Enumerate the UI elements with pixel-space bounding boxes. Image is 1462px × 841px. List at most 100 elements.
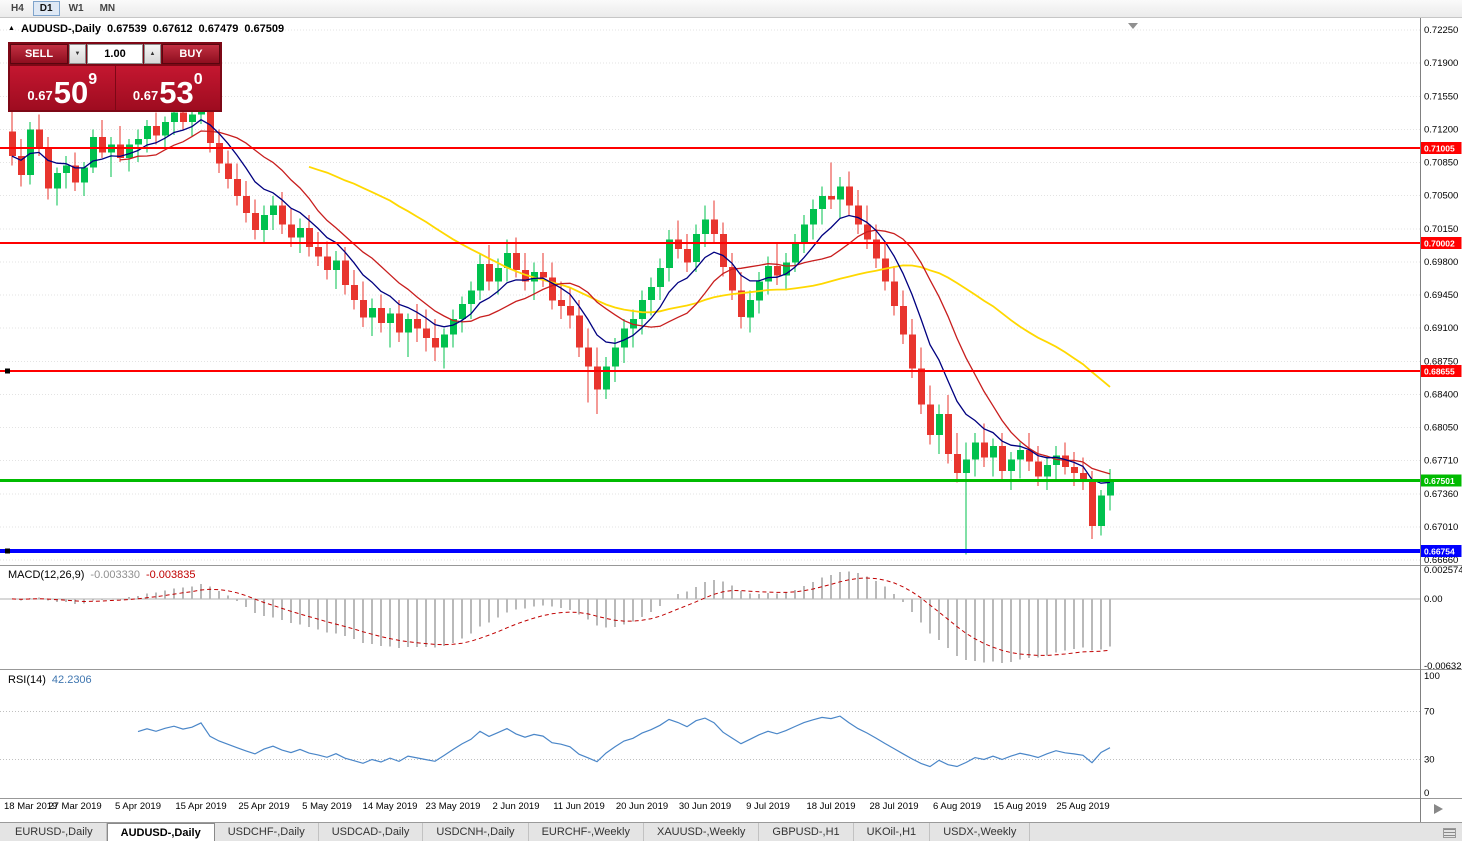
line-handle[interactable]	[5, 548, 10, 554]
svg-text:18 Jul 2019: 18 Jul 2019	[806, 801, 855, 812]
svg-text:0.72250: 0.72250	[1424, 25, 1458, 36]
candle	[990, 438, 997, 477]
sell-price-display[interactable]: 0.67 50 9	[10, 66, 115, 110]
chart-tab-eurusd[interactable]: EURUSD-,Daily	[2, 823, 107, 841]
candle	[522, 252, 529, 291]
svg-text:15 Aug 2019: 15 Aug 2019	[993, 801, 1046, 812]
candle	[99, 120, 106, 158]
candle	[216, 129, 223, 174]
chart-tab-xauusd[interactable]: XAUUSD-,Weekly	[643, 823, 760, 841]
ma-line-sma13	[119, 130, 1111, 475]
rsi-name: RSI(14)	[8, 674, 46, 686]
svg-text:2 Jun 2019: 2 Jun 2019	[492, 801, 539, 812]
svg-text:0.67501: 0.67501	[1424, 476, 1455, 486]
candle	[423, 309, 430, 352]
candle	[801, 214, 808, 253]
svg-text:0.67360: 0.67360	[1424, 489, 1458, 500]
chart-tab-usdcad[interactable]: USDCAD-,Daily	[318, 823, 424, 841]
candle	[810, 199, 817, 240]
svg-text:14 May 2019: 14 May 2019	[363, 801, 418, 812]
buy-price-big: 53	[159, 74, 194, 110]
candle	[936, 404, 943, 454]
chart-window: 0.72250 0.71900 0.71550 0.71200 0.70850 0.705…	[0, 18, 1462, 822]
candle	[414, 304, 421, 342]
chart-collapse-icon[interactable]: ▲	[8, 24, 15, 32]
svg-text:0.71005: 0.71005	[1424, 144, 1455, 154]
svg-text:100: 100	[1424, 671, 1440, 682]
svg-text:0.002574: 0.002574	[1424, 565, 1462, 576]
candle	[981, 423, 988, 468]
candle	[603, 357, 610, 399]
candle	[1098, 489, 1105, 536]
candle	[819, 186, 826, 225]
candle	[837, 177, 844, 219]
svg-text:5 Apr 2019: 5 Apr 2019	[115, 801, 161, 812]
svg-text:28 Jul 2019: 28 Jul 2019	[869, 801, 918, 812]
volume-input[interactable]	[87, 44, 143, 64]
candle	[954, 433, 961, 483]
svg-text:0.00: 0.00	[1424, 594, 1443, 605]
chart-tab-audusd[interactable]: AUDUSD-,Daily	[106, 823, 215, 841]
ma-line-ema8	[11, 118, 1111, 484]
svg-text:0.69450: 0.69450	[1424, 290, 1458, 301]
chart-tab-eurchf[interactable]: EURCHF-,Weekly	[528, 823, 644, 841]
line-handle[interactable]	[5, 368, 10, 374]
svg-text:6 Aug 2019: 6 Aug 2019	[933, 801, 981, 812]
rsi-label: RSI(14) 42.2306	[8, 674, 92, 686]
horizontal-levels: 0.71005 0.70002 0.68655 0.67501 0.66754	[0, 142, 1462, 558]
candle	[945, 395, 952, 464]
scroll-to-end-icon[interactable]	[1434, 804, 1443, 814]
candle	[18, 139, 25, 187]
candle	[72, 152, 79, 192]
timeframe-button-mn[interactable]: MN	[93, 1, 123, 16]
timeframe-button-w1[interactable]: W1	[62, 1, 91, 16]
buy-price-display[interactable]: 0.67 53 0	[115, 66, 220, 110]
sell-price-prefix: 0.67	[27, 88, 53, 103]
chart-shift-icon[interactable]	[1128, 23, 1138, 29]
candle	[621, 319, 628, 363]
chart-tab-ukoil[interactable]: UKOil-,H1	[853, 823, 931, 841]
chart-tab-usdchf[interactable]: USDCHF-,Daily	[214, 823, 319, 841]
price-tag	[1420, 142, 1462, 155]
volume-decrease-button[interactable]: ▼	[69, 44, 86, 64]
chart-tab-gbpusd[interactable]: GBPUSD-,H1	[759, 823, 854, 841]
candle	[612, 338, 619, 382]
timeframe-button-d1[interactable]: D1	[32, 1, 60, 16]
sell-button[interactable]: SELL	[10, 44, 68, 64]
chart-tab-usdcnh[interactable]: USDCNH-,Daily	[423, 823, 529, 841]
candle	[648, 277, 655, 316]
svg-text:0.67010: 0.67010	[1424, 522, 1458, 533]
candle	[855, 190, 862, 234]
chart-tab-usdx[interactable]: USDX-,Weekly	[930, 823, 1031, 841]
candle	[234, 163, 241, 206]
candle	[1062, 442, 1069, 475]
candle	[297, 218, 304, 253]
volume-increase-button[interactable]: ▲	[144, 44, 161, 64]
price-chart-canvas[interactable]: 0.72250 0.71900 0.71550 0.71200 0.70850 0.705…	[0, 18, 1462, 822]
candle	[288, 209, 295, 248]
candle	[540, 252, 547, 287]
candle	[441, 328, 448, 369]
macd-scale: 0.002574 0.00 -0.006326	[1424, 565, 1462, 672]
candle	[459, 296, 466, 333]
candle	[1044, 455, 1051, 490]
svg-text:0.70002: 0.70002	[1424, 239, 1455, 249]
svg-text:30 Jun 2019: 30 Jun 2019	[679, 801, 731, 812]
ohlc-open: 0.67539	[107, 23, 147, 35]
candle	[315, 231, 322, 267]
price-grid: 0.72250 0.71900 0.71550 0.71200 0.70850 0.705…	[0, 25, 1458, 566]
buy-button[interactable]: BUY	[162, 44, 220, 64]
timeframe-button-h4[interactable]: H4	[4, 1, 31, 16]
svg-text:30: 30	[1424, 754, 1435, 765]
price-tag	[1420, 364, 1462, 377]
svg-text:23 May 2019: 23 May 2019	[426, 801, 481, 812]
svg-text:0.68050: 0.68050	[1424, 423, 1458, 434]
candle	[684, 233, 691, 272]
tab-list-icon[interactable]	[1443, 828, 1456, 838]
rsi-scale: 100 70 30 0	[1424, 671, 1440, 799]
candle	[369, 298, 376, 337]
svg-text:11 Jun 2019: 11 Jun 2019	[553, 801, 605, 812]
timeframe-toolbar: H4 D1 W1 MN	[0, 0, 1462, 18]
svg-text:25 Aug 2019: 25 Aug 2019	[1056, 801, 1109, 812]
candle	[396, 300, 403, 342]
